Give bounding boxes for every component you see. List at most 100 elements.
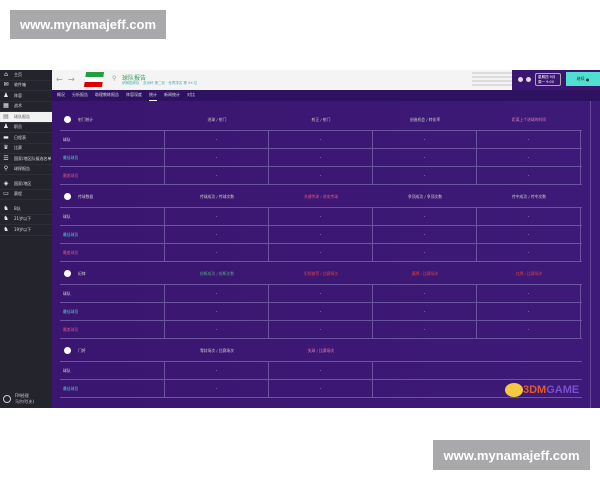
sidebar-item[interactable]: ♞ 19岁以下 <box>0 225 52 236</box>
column-header: 零封场次 / 比赛场次 <box>199 347 235 353</box>
column-header: 犯规被罚 / 比赛场次 <box>303 270 339 276</box>
sidebar-item[interactable]: ♞ B队 <box>0 204 52 215</box>
tab[interactable]: 助理教练报告 <box>95 92 119 97</box>
tab[interactable]: 阵容深度 <box>126 92 142 97</box>
sidebar-item-label: 阵容 <box>14 92 22 98</box>
tab[interactable]: 新闻统计 <box>164 92 180 97</box>
stat-cell: - <box>165 208 269 225</box>
stat-cell: - <box>165 285 269 302</box>
column-header: 抢断成功 / 抢断次数 <box>199 270 235 276</box>
stats-section: 传球数据 传球成功 / 传球次数 关键传球 / 进攻传球 争顶成功 / 争顶次数 传中成… <box>60 186 582 262</box>
row-label: 最佳球员 <box>60 380 165 397</box>
stats-section: 门将 零封场次 / 比赛场次 失球 / 比赛场次 球队 - - 最佳球员 - - <box>60 340 582 398</box>
table-row: 最差球员 - - - - <box>60 167 582 185</box>
row-label: 最佳球员 <box>60 303 165 320</box>
team-icon: ♞ <box>3 204 9 212</box>
stat-cell: - <box>477 226 581 243</box>
sidebar-item-label: 比赛 <box>14 145 22 151</box>
table-row: 最佳球员 - - - - <box>60 149 582 167</box>
report-icon: ▤ <box>3 112 9 120</box>
stat-cell: - <box>477 149 581 166</box>
stat-cell: - <box>373 303 477 320</box>
column-header: 关键传球 / 进攻传球 <box>303 193 339 199</box>
table-row: 球队 - - - - <box>60 285 582 303</box>
stat-cell: - <box>269 149 373 166</box>
stats-section: 射门统计 进球 / 射门 射正 / 射门 创造机会 / 转化率 距离上个进球的时间 球队 -… <box>60 109 582 185</box>
sidebar-item[interactable]: ☰ 国家/地区队候选名单 <box>0 154 52 165</box>
table-row: 最差球员 - - - - <box>60 321 582 339</box>
calendar-icon: ▬ <box>3 133 9 141</box>
sidebar-item-label: 球队报告 <box>14 113 30 119</box>
column-header: 红牌 / 比赛场次 <box>515 270 543 276</box>
sidebar-item[interactable]: ▬ 日程表 <box>0 133 52 144</box>
sidebar-item-label: 主页 <box>14 71 22 77</box>
table-row: 球队 - - - - <box>60 131 582 149</box>
sidebar-item[interactable]: ⚲ 球探报告 <box>0 165 52 175</box>
section-title: 传球数据 <box>78 193 94 199</box>
app-window: ⌂ 主页 ✉ 收件箱 ♟ 阵容 ▦ 战术 ▤ 球队报告 ♟ 职员 ▬ 日程表 ♛ 比赛 ☰ 国家/地区队候选名单 ⚲… <box>0 70 600 408</box>
home-icon: ⌂ <box>4 70 8 78</box>
continue-button[interactable]: 继续 ● <box>566 72 600 86</box>
stat-cell: - <box>165 362 269 379</box>
stat-cell: - <box>477 285 581 302</box>
tab-bar: 概况 分析报告 助理教练报告 阵容深度 统计 新闻统计 对比 <box>52 90 600 101</box>
tab[interactable]: 对比 <box>187 92 195 97</box>
column-header: 黄牌 / 比赛场次 <box>411 270 439 276</box>
user-profile[interactable]: FM经理 马尔代(夫) <box>3 393 34 405</box>
sidebar-item[interactable]: ✉ 收件箱 <box>0 81 52 91</box>
sidebar-item[interactable]: ▭ 赛程 <box>0 190 52 200</box>
pass-icon <box>64 193 71 200</box>
sidebar-item[interactable]: ⌂ 主页 <box>0 70 52 81</box>
section-title: 纪律 <box>78 270 86 276</box>
stat-cell: - <box>373 321 477 338</box>
section-title: 门将 <box>78 347 86 353</box>
sidebar-item-label: 19岁以下 <box>14 226 32 232</box>
tab[interactable]: 分析报告 <box>72 92 88 97</box>
sidebar: ⌂ 主页 ✉ 收件箱 ♟ 阵容 ▦ 战术 ▤ 球队报告 ♟ 职员 ▬ 日程表 ♛ 比赛 ☰ 国家/地区队候选名单 ⚲… <box>0 70 52 408</box>
sidebar-item[interactable]: ▤ 球队报告 <box>0 112 52 123</box>
search-icon[interactable]: ⚲ <box>112 75 117 82</box>
stat-cell: - <box>165 244 269 261</box>
trophy-icon: ♛ <box>3 144 9 152</box>
tab[interactable]: 概况 <box>57 92 65 97</box>
search-icon: ⚲ <box>3 165 9 173</box>
stat-cell: - <box>165 167 269 184</box>
list-icon: ☰ <box>3 154 9 162</box>
scrollbar[interactable] <box>590 101 591 408</box>
sidebar-item-label: 21岁以下 <box>14 216 32 222</box>
sidebar-item[interactable]: ◈ 国家/地区 <box>0 179 52 190</box>
forward-icon[interactable]: → <box>68 75 75 84</box>
stat-cell: - <box>269 244 373 261</box>
date-display[interactable]: 星期四 9月 周一 9:00 <box>535 73 561 86</box>
stat-cell: - <box>165 321 269 338</box>
stat-cell: - <box>373 149 477 166</box>
tab[interactable]: 统计 <box>149 90 157 101</box>
sidebar-item[interactable]: ♟ 职员 <box>0 123 52 133</box>
stat-cell: - <box>373 226 477 243</box>
back-icon[interactable]: ← <box>56 75 63 84</box>
row-label: 最差球员 <box>60 321 165 338</box>
settings-icon[interactable] <box>526 77 531 82</box>
inbox-icon: ✉ <box>3 81 9 89</box>
3dmgame-logo: 3DMGAME <box>505 383 579 397</box>
sidebar-item-label: B队 <box>14 205 21 211</box>
table-row: 最差球员 - - - - <box>60 244 582 262</box>
sidebar-item[interactable]: ♞ 21岁以下 <box>0 215 52 225</box>
stat-cell: - <box>269 321 373 338</box>
page-subtitle: 伊朗国家队 · 亚洲杯 第二轮 · 世界排名 第 XX 位 <box>122 81 198 85</box>
table-row: 球队 - - <box>60 362 582 380</box>
sidebar-item-label: 职员 <box>14 124 22 130</box>
sidebar-item[interactable]: ♟ 阵容 <box>0 91 52 102</box>
shield-icon: ◈ <box>3 179 9 187</box>
sidebar-item[interactable]: ♛ 比赛 <box>0 144 52 154</box>
stat-cell: - <box>373 285 477 302</box>
row-label: 球队 <box>60 208 165 225</box>
stat-cell: - <box>269 208 373 225</box>
column-header: 传中成功 / 传中次数 <box>511 193 547 199</box>
stat-cell: - <box>165 131 269 148</box>
row-label: 球队 <box>60 362 165 379</box>
user-name: 马尔代(夫) <box>15 399 35 404</box>
sidebar-item[interactable]: ▦ 战术 <box>0 102 52 112</box>
help-icon[interactable] <box>518 77 523 82</box>
stat-cell: - <box>165 149 269 166</box>
